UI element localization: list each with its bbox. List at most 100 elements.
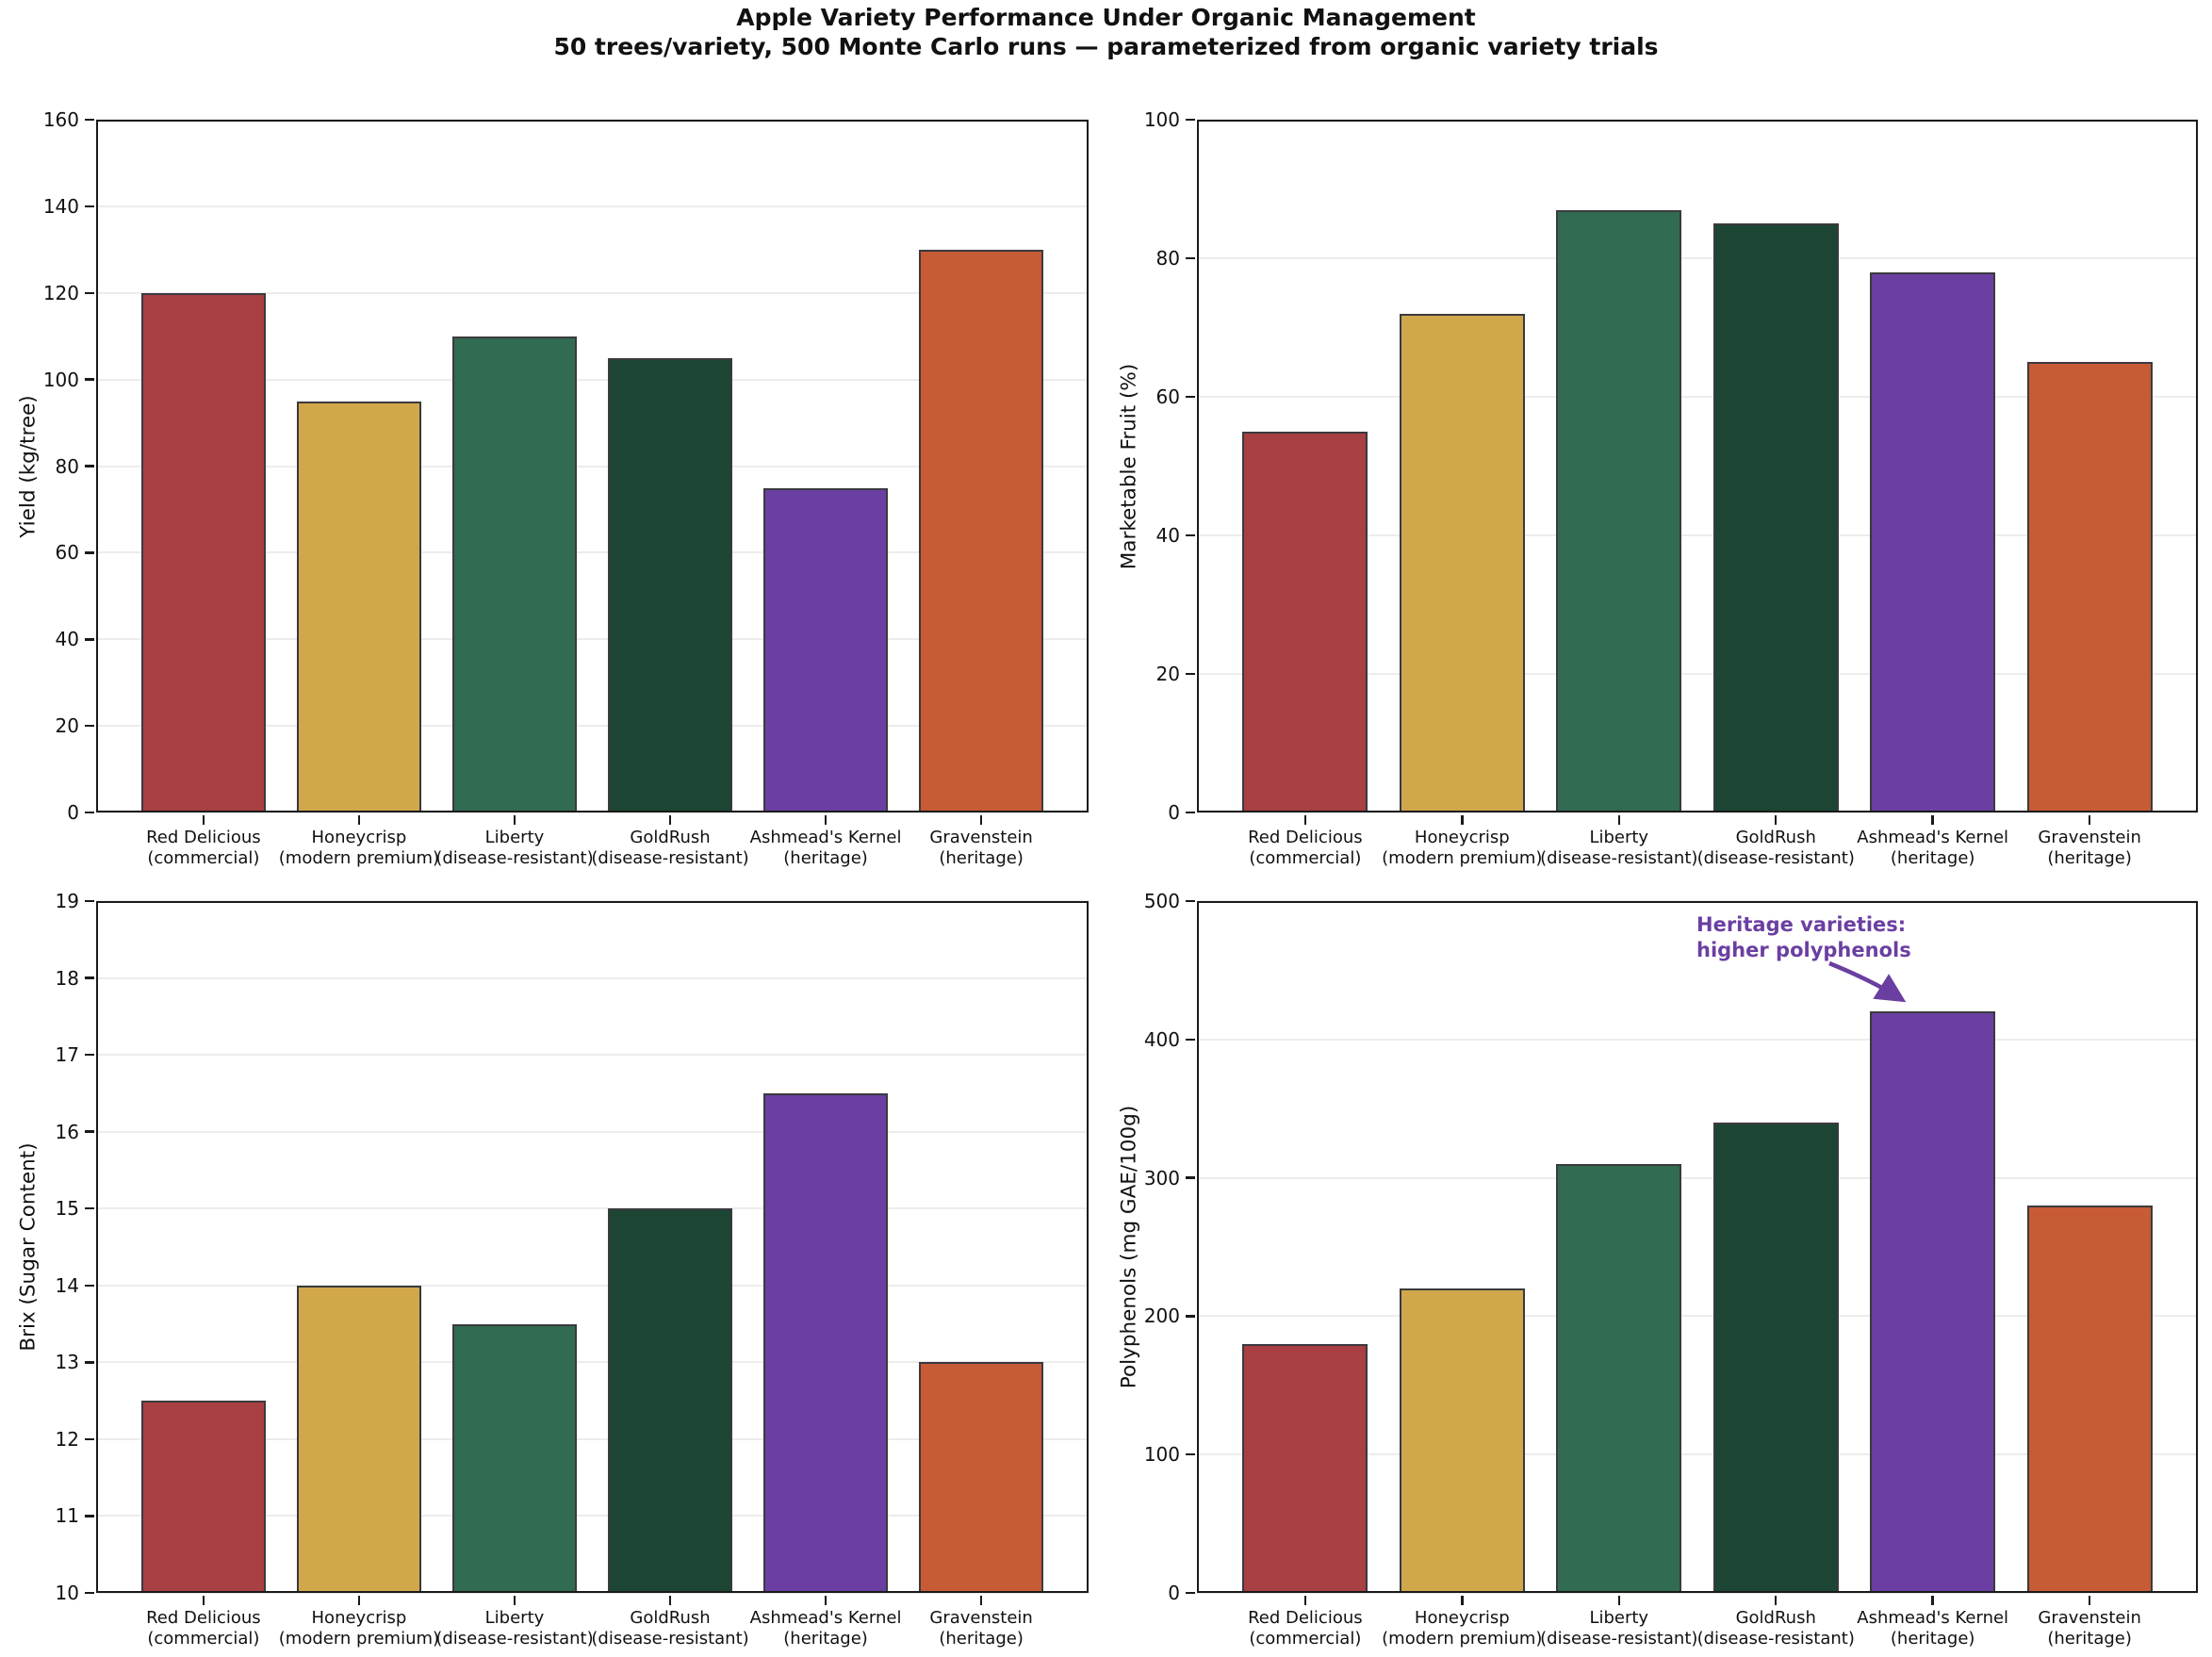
- x-tick-label-line2: (heritage): [783, 848, 868, 868]
- x-tick-label-line2: (heritage): [783, 1629, 868, 1649]
- x-tick-label-line2: (commercial): [1249, 1629, 1362, 1649]
- x-tick-label-line1: Red Delicious: [146, 828, 261, 847]
- x-tick-label: Honeycrisp (modern premium): [279, 828, 439, 869]
- x-tick-label: Liberty (disease-resistant): [1540, 828, 1697, 869]
- gridline: [96, 900, 1089, 902]
- x-tick-label: Red Delicious (commercial): [1248, 1608, 1363, 1649]
- y-tick-label: 20: [55, 714, 79, 738]
- x-tick-label-line1: Gravenstein: [2038, 828, 2141, 847]
- y-tick-label: 40: [55, 628, 79, 651]
- x-tick-label: GoldRush (disease-resistant): [1697, 828, 1855, 869]
- bar-gravenstein: [2026, 1206, 2153, 1593]
- y-tick-mark: [1185, 1176, 1195, 1179]
- y-axis-label: Yield (kg/tree): [16, 394, 41, 538]
- bar-ashmead-s-kernel: [1870, 1011, 1996, 1593]
- y-tick-label: 15: [55, 1197, 79, 1221]
- x-tick-label-line1: Gravenstein: [2038, 1608, 2141, 1628]
- x-tick-mark: [979, 814, 983, 825]
- y-tick-label: 80: [1155, 247, 1180, 270]
- y-tick-mark: [1185, 256, 1195, 260]
- y-tick-mark: [1185, 533, 1195, 537]
- x-tick-label: Ashmead's Kernel (heritage): [1857, 1608, 2008, 1649]
- x-tick-mark: [824, 1595, 827, 1605]
- gridline: [96, 378, 1089, 381]
- gridline: [1197, 673, 2198, 675]
- y-tick-label: 0: [1168, 801, 1180, 824]
- y-tick-label: 0: [67, 801, 79, 824]
- x-tick-label: Liberty (disease-resistant): [435, 828, 593, 869]
- x-tick-label-line1: Ashmead's Kernel: [1857, 828, 2009, 847]
- x-tick-label-line2: (disease-resistant): [591, 848, 749, 868]
- x-tick-label-line1: Gravenstein: [929, 828, 1033, 847]
- y-tick-mark: [84, 378, 94, 381]
- x-tick-mark: [979, 1595, 983, 1605]
- gridline: [1197, 900, 2198, 902]
- gridline: [1197, 1038, 2198, 1041]
- x-tick-mark: [1461, 814, 1464, 825]
- y-tick-label: 60: [55, 541, 79, 565]
- y-tick-label: 140: [42, 194, 79, 218]
- chart-polyphenols: 0 100 200 300 400 500 Red Delicious (commercial…: [1118, 890, 2198, 1649]
- x-tick-mark: [668, 814, 672, 825]
- x-tick-label: Gravenstein (heritage): [929, 1608, 1032, 1649]
- x-tick-label-line2: (commercial): [1249, 848, 1362, 868]
- gridline: [1197, 1453, 2198, 1456]
- y-tick-mark: [1185, 1452, 1195, 1456]
- y-tick-label: 100: [42, 368, 79, 391]
- x-tick-label: Gravenstein (heritage): [929, 828, 1032, 869]
- x-tick-label: Liberty (disease-resistant): [435, 1608, 593, 1649]
- x-tick-label-line2: (heritage): [939, 1629, 1024, 1649]
- bar-red-delicious: [140, 292, 266, 812]
- y-tick-label: 13: [55, 1351, 79, 1374]
- y-tick-label: 500: [1143, 890, 1180, 912]
- bar-honeycrisp: [1399, 313, 1525, 812]
- y-tick-label: 16: [55, 1120, 79, 1143]
- bar-honeycrisp: [296, 1285, 421, 1593]
- x-tick-label-line2: (disease-resistant): [1540, 848, 1698, 868]
- x-tick-mark: [357, 1595, 361, 1605]
- gridline: [96, 638, 1089, 641]
- x-tick-label-line1: Red Delicious: [1248, 1608, 1363, 1628]
- x-tick-label-line1: Honeycrisp: [311, 828, 407, 847]
- x-tick-label-line1: Red Delicious: [1248, 828, 1363, 847]
- bar-red-delicious: [1242, 1343, 1368, 1593]
- gridline: [1197, 396, 2198, 398]
- x-tick-label: Gravenstein (heritage): [2038, 828, 2140, 869]
- gridline: [1197, 257, 2198, 259]
- y-tick-label: 40: [1155, 524, 1180, 547]
- x-tick-mark: [1303, 1595, 1307, 1605]
- gridline: [1197, 534, 2198, 536]
- bar-liberty: [452, 336, 577, 812]
- gridline: [1197, 1315, 2198, 1318]
- y-tick-mark: [84, 118, 94, 122]
- y-tick-label: 19: [55, 890, 79, 912]
- y-tick-label: 0: [1168, 1582, 1180, 1604]
- y-tick-mark: [1185, 118, 1195, 122]
- x-tick-mark: [2088, 1595, 2091, 1605]
- x-tick-label-line2: (modern premium): [1382, 1629, 1543, 1649]
- y-tick-mark: [84, 551, 94, 554]
- gridline: [96, 1592, 1089, 1594]
- gridline: [96, 1437, 1089, 1440]
- y-tick-label: 300: [1143, 1166, 1180, 1189]
- x-tick-mark: [357, 814, 361, 825]
- x-tick-label-line1: GoldRush: [630, 828, 711, 847]
- x-tick-label-line1: GoldRush: [630, 1608, 711, 1628]
- bar-liberty: [452, 1323, 577, 1593]
- gridline: [96, 976, 1089, 979]
- x-tick-label-line1: GoldRush: [1735, 1608, 1816, 1628]
- x-tick-label-line1: Honeycrisp: [1414, 1608, 1510, 1628]
- x-tick-label: Red Delicious (commercial): [1248, 828, 1363, 869]
- x-tick-mark: [1617, 1595, 1621, 1605]
- y-tick-mark: [84, 1591, 94, 1595]
- bar-red-delicious: [1242, 431, 1368, 812]
- gridline: [96, 1054, 1089, 1057]
- y-tick-mark: [84, 1437, 94, 1441]
- bar-ashmead-s-kernel: [763, 487, 889, 812]
- x-tick-mark: [202, 1595, 205, 1605]
- x-tick-label-line1: Ashmead's Kernel: [749, 828, 902, 847]
- y-tick-label: 400: [1143, 1027, 1180, 1051]
- y-tick-mark: [84, 1053, 94, 1057]
- bar-ashmead-s-kernel: [763, 1092, 889, 1593]
- x-tick-label-line1: Liberty: [484, 1608, 545, 1628]
